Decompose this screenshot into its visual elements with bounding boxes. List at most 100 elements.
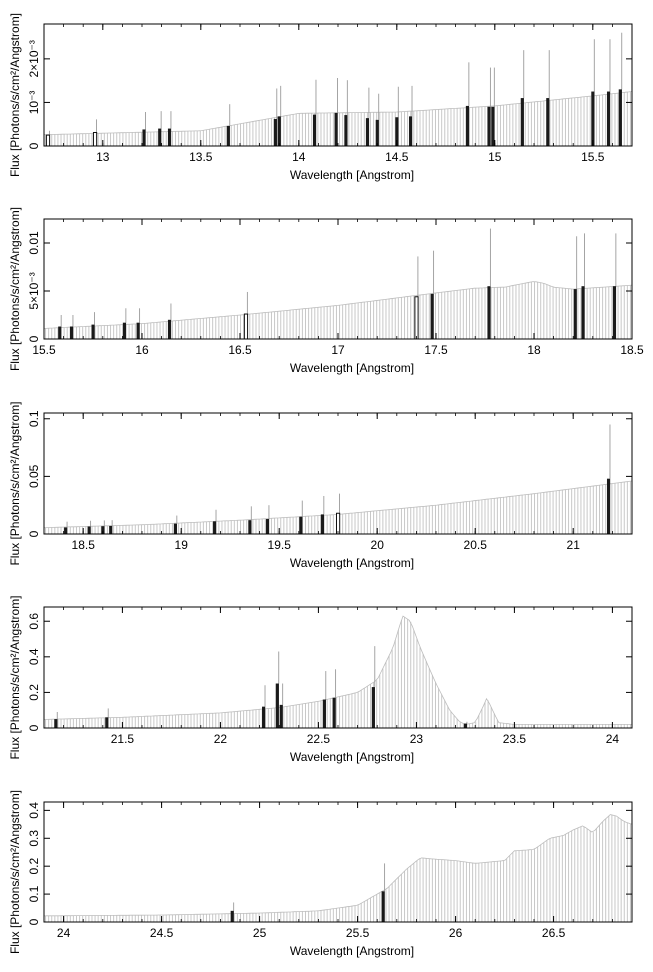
x-tick-label: 18.5 bbox=[72, 538, 96, 552]
spectrum-panel-4: 21.5 22 22.5 23 23.5 24 0 0.2 0.4 0.6 Wavelength [… bbox=[8, 595, 633, 764]
x-tick-label: 20 bbox=[371, 538, 385, 552]
emission-line-bar bbox=[265, 519, 270, 534]
emission-line-bar bbox=[136, 322, 140, 339]
emission-line-bar bbox=[101, 526, 105, 534]
y-tick-label: 0.4 bbox=[27, 648, 41, 665]
y-tick-label: 0.3 bbox=[27, 830, 41, 847]
emission-line-bar bbox=[332, 697, 336, 728]
y-tick-label: 0.05 bbox=[27, 464, 41, 488]
x-tick-label: 22 bbox=[214, 732, 228, 746]
model-envelope bbox=[43, 91, 633, 136]
emission-lines bbox=[54, 646, 468, 728]
emission-line-bar bbox=[243, 313, 249, 340]
emission-line-bar bbox=[463, 723, 468, 728]
emission-line-bar bbox=[606, 478, 611, 534]
x-axis-label: Wavelength [Angstrom] bbox=[290, 750, 414, 764]
model-spectrum bbox=[45, 91, 631, 146]
emission-line-bar bbox=[54, 719, 58, 728]
emission-line-bar bbox=[142, 129, 146, 146]
y-axis-label: Flux [Photons/s/cm²/Angstrom] bbox=[8, 401, 22, 565]
model-envelope bbox=[43, 814, 633, 917]
y-axis-label: Flux [Photons/s/cm²/Angstrom] bbox=[8, 207, 22, 371]
model-spectrum bbox=[45, 814, 631, 922]
spectrum-panel-1: 13 13.5 14 14.5 15 15.5 0 10⁻³ 2×10⁻³ Wavelength … bbox=[8, 13, 633, 182]
spectrum-panel-5: 24 24.5 25 25.5 26 26.5 0 0.1 0.2 0.3 0.4 Wavelengt… bbox=[8, 790, 633, 958]
emission-line-bar bbox=[91, 324, 95, 339]
x-tick-label: 17 bbox=[331, 343, 345, 357]
x-tick-label: 16 bbox=[135, 343, 149, 357]
emission-line-bar bbox=[414, 296, 419, 340]
emission-line-bar bbox=[109, 525, 113, 534]
x-tick-label: 19 bbox=[175, 538, 189, 552]
x-tick-label: 25 bbox=[253, 926, 267, 940]
y-tick-label: 0.6 bbox=[27, 613, 41, 630]
emission-line-bar bbox=[279, 704, 283, 728]
emission-line-bar bbox=[618, 89, 622, 146]
x-tick-label: 22.5 bbox=[307, 732, 331, 746]
model-spectrum bbox=[45, 617, 631, 728]
x-tick-label: 18.5 bbox=[620, 343, 644, 357]
y-tick-label: 0 bbox=[27, 530, 41, 537]
x-tick-label: 18 bbox=[527, 343, 541, 357]
model-spectrum bbox=[45, 481, 631, 534]
emission-lines bbox=[58, 228, 617, 340]
emission-line-bar bbox=[409, 116, 413, 146]
emission-line-bar bbox=[465, 105, 470, 146]
emission-line-bar bbox=[248, 520, 252, 534]
x-tick-label: 15.5 bbox=[32, 343, 56, 357]
emission-line-bar bbox=[45, 134, 51, 147]
x-tick-label: 26 bbox=[449, 926, 463, 940]
emission-line-bar bbox=[365, 118, 370, 146]
emission-lines bbox=[230, 863, 386, 922]
x-tick-label: 15 bbox=[488, 150, 502, 164]
emission-line-bar bbox=[606, 91, 611, 146]
emission-line-bar bbox=[395, 117, 399, 146]
x-tick-label: 25.5 bbox=[346, 926, 370, 940]
emission-line-bar bbox=[336, 512, 341, 535]
x-tick-label: 13 bbox=[96, 150, 110, 164]
x-axis-label: Wavelength [Angstrom] bbox=[290, 944, 414, 958]
emission-line-bar bbox=[122, 322, 127, 339]
emission-line-bar bbox=[573, 289, 577, 339]
model-envelope bbox=[43, 615, 632, 725]
x-tick-label: 23 bbox=[410, 732, 424, 746]
emission-line-bar bbox=[546, 98, 550, 146]
emission-line-bar bbox=[92, 131, 98, 147]
emission-line-bar bbox=[158, 128, 162, 146]
emission-line-bar bbox=[213, 521, 217, 534]
plot-frame bbox=[43, 606, 633, 729]
emission-line-bar bbox=[273, 118, 277, 146]
emission-line-bar bbox=[275, 683, 279, 728]
y-axis-label: Flux [Photons/s/cm²/Angstrom] bbox=[8, 595, 22, 759]
emission-line-bar bbox=[591, 91, 595, 146]
emission-line-bar bbox=[581, 286, 585, 339]
x-tick-label: 24.5 bbox=[150, 926, 174, 940]
model-envelope bbox=[43, 281, 633, 329]
x-tick-label: 13.5 bbox=[189, 150, 213, 164]
emission-line-bar bbox=[64, 527, 68, 534]
y-tick-label: 0 bbox=[27, 142, 41, 149]
y-tick-label: 10⁻³ bbox=[27, 91, 41, 115]
x-tick-label: 19.5 bbox=[268, 538, 292, 552]
x-tick-label: 26.5 bbox=[542, 926, 566, 940]
spectrum-panel-2: 15.5 16 16.5 17 17.5 18 18.5 0 5×10⁻³ 0.01 Wavelen… bbox=[8, 207, 644, 375]
y-tick-label: 5×10⁻³ bbox=[27, 272, 41, 309]
x-axis-label: Wavelength [Angstrom] bbox=[290, 168, 414, 182]
emission-line-bar bbox=[312, 114, 317, 146]
emission-line-bar bbox=[167, 319, 172, 339]
emission-line-bar bbox=[299, 516, 303, 534]
x-tick-label: 24 bbox=[57, 926, 71, 940]
spectrum-panel-3: 18.5 19 19.5 20 20.5 21 0 0.05 0.1 Wavelength [An… bbox=[8, 401, 633, 570]
emission-line-bar bbox=[612, 286, 617, 339]
emission-line-bar bbox=[430, 293, 434, 339]
x-tick-label: 15.5 bbox=[581, 150, 605, 164]
x-tick-label: 21.5 bbox=[111, 732, 135, 746]
x-axis-label: Wavelength [Angstrom] bbox=[290, 361, 414, 375]
x-tick-label: 23.5 bbox=[503, 732, 527, 746]
x-tick-label: 14 bbox=[292, 150, 306, 164]
y-tick-label: 0.2 bbox=[27, 684, 41, 701]
y-tick-label: 2×10⁻³ bbox=[27, 40, 41, 77]
emission-line-bar bbox=[320, 514, 325, 534]
emission-line-bar bbox=[322, 699, 326, 728]
